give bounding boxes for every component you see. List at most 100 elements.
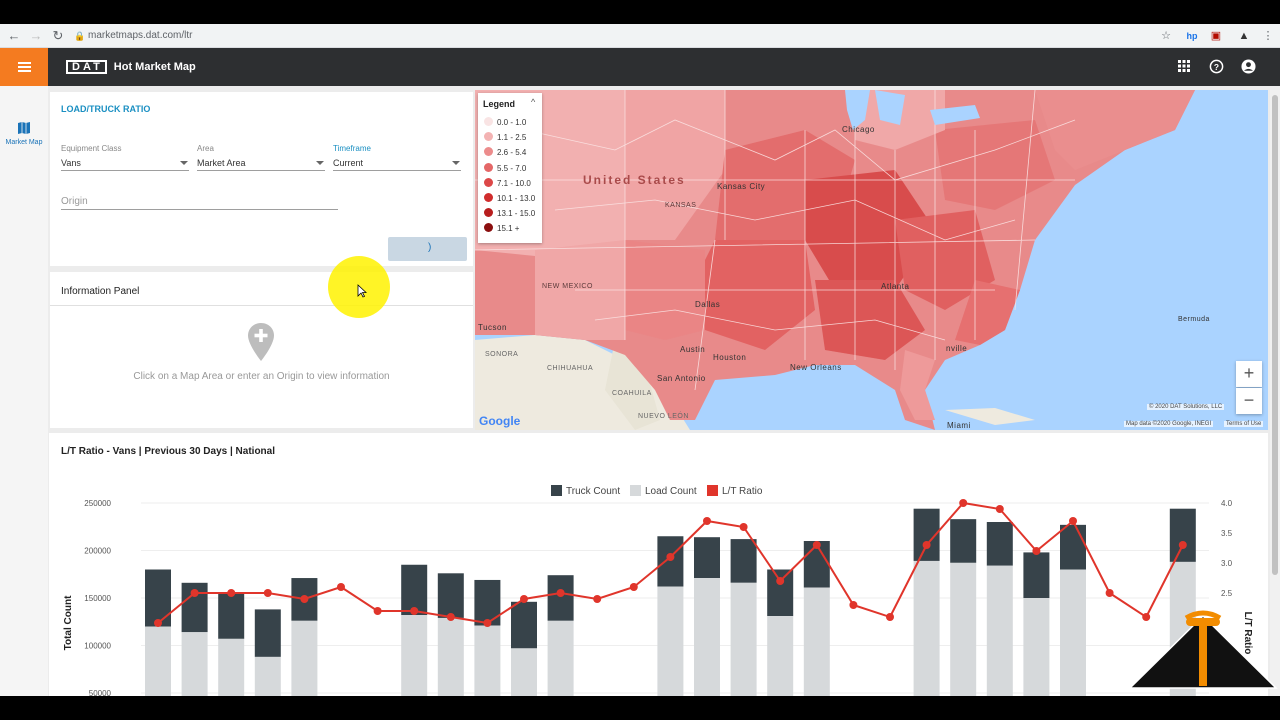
truck-count-bar — [511, 601, 537, 649]
legend-label: 5.5 - 7.0 — [497, 163, 527, 173]
lt-ratio-point — [922, 541, 931, 549]
information-panel: Information Panel Click on a Map Area or… — [50, 272, 473, 428]
legend-label: 7.1 - 10.0 — [497, 178, 531, 188]
lt-ratio-point — [154, 619, 162, 627]
map-label-kansas: KANSAS — [665, 202, 697, 209]
zoom-out-button[interactable]: − — [1236, 388, 1262, 414]
address-bar[interactable]: 🔒 marketmaps.dat.com/ltr — [74, 27, 1180, 45]
lt-ratio-point — [556, 589, 565, 597]
lt-ratio-chart: 250000 200000 150000 100000 50000 4.0 3.5 3.0 2.… — [63, 485, 1253, 696]
load-count-bar — [950, 562, 977, 696]
lt-ratio-point — [373, 607, 382, 615]
map-label-miami: Miami — [947, 421, 971, 430]
load-count-bar — [145, 626, 171, 696]
legend-item: 7.1 - 10.0 — [484, 177, 531, 190]
lt-ratio-point — [410, 607, 419, 615]
truck-count-bar — [401, 564, 428, 616]
lt-ratio-point — [446, 613, 455, 621]
legend-label: 15.1 + — [497, 224, 520, 234]
lt-ratio-point — [1178, 541, 1187, 549]
zoom-in-button[interactable]: + — [1236, 361, 1262, 387]
truck-count-bar — [986, 522, 1013, 566]
bottom-letterbox — [0, 696, 1280, 720]
account-icon[interactable] — [1240, 59, 1256, 75]
bookmark-star-icon[interactable]: ☆ — [1161, 30, 1171, 42]
map-attribution: Map data ©2020 Google, INEGI — [1124, 421, 1214, 427]
map-label-chicago: Chicago — [842, 125, 875, 134]
map-label-new-orleans: New Orleans — [790, 363, 842, 372]
help-icon[interactable]: ? — [1208, 59, 1224, 75]
mouse-cursor-icon — [357, 284, 367, 298]
map-label-us: United States — [583, 173, 686, 187]
hamburger-menu-button[interactable] — [0, 48, 48, 86]
load-count-bar — [767, 616, 794, 696]
legend-label: 0.0 - 1.0 — [497, 118, 527, 127]
lt-ratio-point — [629, 583, 638, 591]
hot-market-map[interactable]: United States Chicago Kansas City KANSAS… — [475, 90, 1268, 430]
lt-ratio-point — [886, 613, 894, 621]
map-label-tucson: Tucson — [478, 323, 507, 332]
scrollbar-thumb[interactable] — [1272, 95, 1278, 575]
y-axis-title: Total Count — [63, 595, 74, 650]
timeframe-label: Timeframe — [333, 144, 371, 153]
lt-ratio-point — [959, 499, 968, 507]
map-label-jacksonville: nville — [946, 344, 968, 353]
chart-legend-swatch — [707, 485, 718, 496]
equipment-value: Vans — [61, 158, 81, 168]
forward-icon[interactable]: → — [29, 28, 43, 43]
lt-ratio-point — [995, 505, 1004, 513]
pdf-extension-icon[interactable]: ▣ — [1210, 30, 1222, 42]
hp-extension-icon[interactable]: hp — [1186, 31, 1198, 41]
side-navigation: Market Map — [0, 86, 48, 696]
map-terms-link[interactable]: Terms of Use — [1224, 421, 1264, 427]
filter-title: LOAD/TRUCK RATIO — [61, 104, 151, 114]
google-logo: Google — [479, 414, 521, 428]
load-count-bar — [474, 625, 501, 696]
extension-icon[interactable]: ▲ — [1238, 30, 1250, 42]
load-count-bar — [803, 587, 830, 696]
y-tick-label: 150000 — [84, 594, 111, 603]
area-label: Area — [197, 144, 214, 153]
legend-label: 1.1 - 2.5 — [497, 133, 527, 143]
truck-count-bar — [145, 569, 171, 627]
lt-ratio-point — [703, 517, 711, 525]
legend-item: 2.6 - 5.4 — [484, 147, 526, 159]
info-panel-title: Information Panel — [61, 286, 140, 297]
truck-count-bar — [694, 537, 720, 579]
chart-card: L/T Ratio - Vans | Previous 30 Days | Na… — [49, 433, 1268, 696]
load-count-bar — [547, 620, 574, 696]
apps-grid-icon[interactable] — [1176, 59, 1192, 75]
chart-legend-label: Load Count — [645, 486, 697, 497]
map-copyright: © 2020 DAT Solutions, LLC — [1147, 404, 1225, 410]
lt-ratio-point — [483, 619, 492, 627]
truck-count-bar — [254, 609, 281, 657]
lt-ratio-point — [227, 589, 236, 597]
legend-label: 10.1 - 13.0 — [497, 194, 536, 203]
chart-title: L/T Ratio - Vans | Previous 30 Days | Na… — [61, 446, 275, 457]
search-button[interactable]: ) — [388, 237, 467, 261]
app-header: DAT Hot Market Map ? — [0, 48, 1280, 86]
truck-count-bar — [730, 539, 757, 583]
browser-menu-icon[interactable]: ⋮ — [1262, 30, 1274, 42]
origin-placeholder: Origin — [61, 196, 88, 207]
y2-tick-label: 3.5 — [1221, 529, 1233, 538]
truck-count-bar — [950, 519, 977, 563]
timeframe-value: Current — [333, 158, 364, 168]
lt-ratio-point — [1142, 613, 1151, 621]
truck-count-bar — [218, 592, 245, 639]
map-label-san-antonio: San Antonio — [657, 374, 706, 383]
dat-logo: DAT — [66, 60, 107, 74]
legend-swatch — [484, 223, 493, 233]
app-title: Hot Market Map — [113, 61, 196, 73]
equipment-underline — [61, 170, 189, 171]
origin-underline — [61, 209, 338, 210]
lt-ratio-point — [190, 589, 199, 597]
legend-swatch — [484, 117, 493, 126]
reload-icon[interactable]: ↻ — [52, 28, 64, 43]
load-count-bar — [657, 586, 684, 696]
y-tick-label: 200000 — [84, 547, 111, 556]
chart-legend-label: Truck Count — [566, 486, 620, 497]
chevron-up-icon[interactable]: ^ — [531, 97, 536, 107]
back-icon[interactable]: ← — [7, 28, 21, 43]
